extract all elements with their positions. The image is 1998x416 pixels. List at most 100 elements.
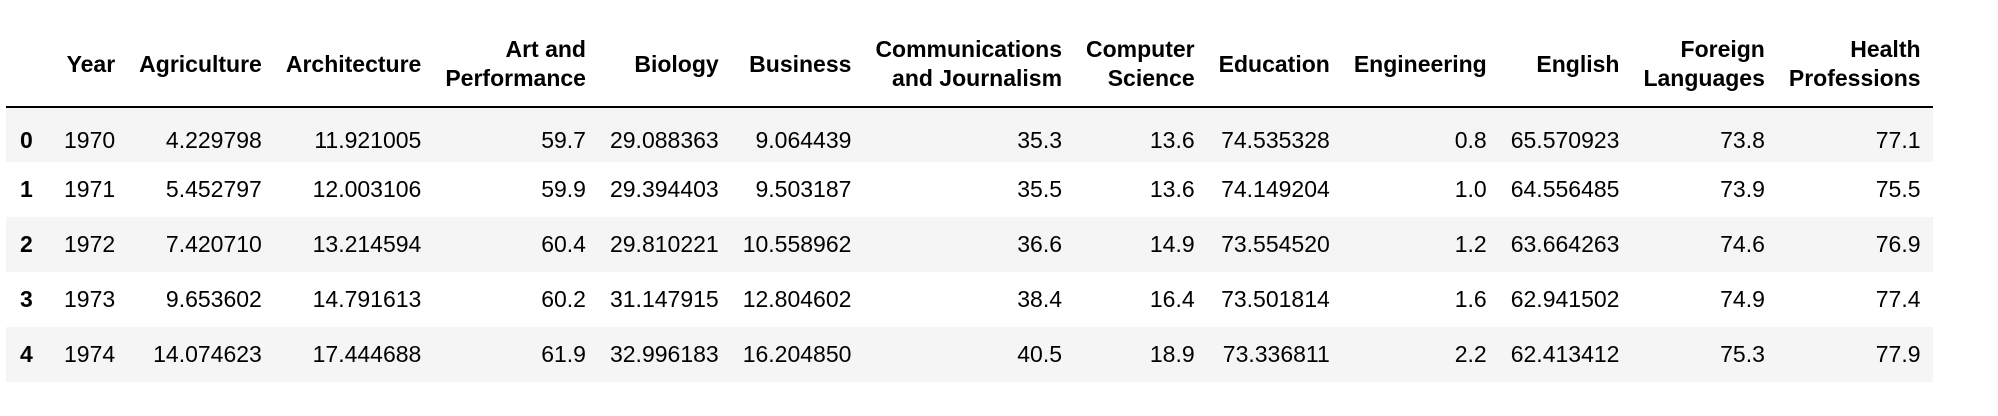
table-row: 0 1970 4.229798 11.921005 59.7 29.088363 9.064… [6,107,1933,162]
table-cell: 77.4 [1875,286,1921,312]
column-header: Foreign LanguagesForeignLanguages [1631,22,1777,108]
table-cell: 9.064439 [755,126,852,153]
table-cell: 73.336811 [1222,341,1330,367]
table-cell: 11.921005 [314,126,422,153]
column-header-line: Professions [1788,65,1921,91]
column-header: Health ProfessionsHealthProfessions [1776,22,1933,108]
table-cell: 77.1 [1875,126,1921,153]
column-header: BusinessBusiness [730,22,864,108]
table-cell: 1.2 [1454,231,1487,257]
column-header-line: Architecture [285,50,422,77]
row-index: 3 [20,286,33,312]
table-row: 3 1973 9.653602 14.791613 60.2 31.147915 12.80… [6,272,1933,327]
column-header: EngineeringEngineering [1341,22,1499,108]
table-cell: 63.664263 [1510,231,1620,257]
column-header-line: and Journalism [892,65,1063,91]
table-cell: 1974 [64,341,116,367]
table-cell: 29.394403 [609,176,719,202]
column-header: ArchitectureArchitecture [273,22,434,108]
column-header: BiologyBiology [597,22,731,108]
column-header-line: Business [749,50,852,77]
table-cell: 14.074623 [153,341,262,367]
table-cell: 31.147915 [609,286,719,312]
column-header: AgricultureAgriculture [127,22,274,108]
table-cell: 73.501814 [1221,286,1330,312]
table-cell: 5.452797 [165,176,262,202]
table-cell: 7.420710 [165,231,262,257]
table-cell: 1973 [64,286,116,312]
row-index: 1 [20,176,33,202]
table-cell: 64.556485 [1510,176,1620,202]
column-header-line: Year [66,50,116,77]
table-cell: 13.6 [1149,126,1195,153]
table-cell: 38.4 [1017,286,1063,312]
column-header: EducationEducation [1206,22,1342,108]
table-cell: 1.0 [1454,176,1487,202]
table-cell: 73.9 [1720,176,1765,202]
index-column-header [6,22,52,108]
table-cell: 74.535328 [1221,126,1330,153]
table-cell: 77.9 [1875,341,1921,367]
table-row: 1 1971 5.452797 12.003106 59.9 29.394403 9.503… [6,162,1933,217]
table-cell: 74.9 [1720,286,1765,312]
column-header-line: Engineering [1353,50,1487,77]
column-header-line: Foreign [1680,36,1765,62]
table-cell: 35.5 [1017,176,1063,202]
column-header-line: Languages [1643,65,1765,91]
table-cell: 60.4 [541,231,586,257]
table-cell: 1972 [64,231,116,257]
table-row: 2 1972 7.420710 13.214594 60.4 29.810221 10.55… [6,217,1933,272]
table-header: YearYearAgricultureAgricultureArchitectu… [6,22,1933,108]
table-cell: 59.7 [541,126,586,153]
header-row: YearYearAgricultureAgricultureArchitectu… [6,22,1933,108]
table-cell: 61.9 [541,341,586,367]
table-cell: 76.9 [1875,231,1921,257]
table-cell: 14.791613 [312,286,422,312]
table-cell: 13.214594 [312,231,422,257]
table-cell: 36.6 [1017,231,1063,257]
table-cell: 60.2 [541,286,586,312]
column-header: YearYear [52,22,128,108]
table-cell: 0.8 [1454,126,1487,153]
table-cell: 29.088363 [609,126,719,153]
table-body: 0 1970 4.229798 11.921005 59.7 29.088363 9.064… [6,107,1933,382]
table-cell: 75.3 [1720,341,1765,367]
table-cell: 73.8 [1720,126,1765,153]
table-cell: 2.2 [1454,341,1487,367]
column-header-line: Art and [505,36,586,62]
table-cell: 16.204850 [742,341,852,367]
column-header-line: Health [1850,36,1921,62]
table-cell: 74.6 [1720,231,1765,257]
column-header: Communications and JournalismCommunicati… [863,22,1075,108]
table-cell: 16.4 [1149,286,1195,312]
column-header-line: Communications [875,36,1063,62]
table-cell: 10.558962 [742,231,852,257]
column-header-line: Biology [634,50,719,77]
column-header-line: Science [1107,65,1195,91]
row-index: 4 [20,341,33,367]
table-cell: 14.9 [1149,231,1195,257]
table-cell: 75.5 [1875,176,1921,202]
dataframe-table: YearYearAgricultureAgricultureArchitectu… [6,22,1933,382]
table-cell: 4.229798 [165,126,262,153]
table-cell: 32.996183 [609,341,719,367]
table-cell: 9.503187 [755,176,852,202]
column-header: Computer ScienceComputerScience [1074,22,1207,108]
table-cell: 65.570923 [1510,126,1620,153]
column-header-line: Performance [445,65,586,91]
table-cell: 73.554520 [1221,231,1330,257]
table-cell: 17.444688 [312,341,422,367]
column-header: EnglishEnglish [1498,22,1632,108]
table-cell: 9.653602 [165,286,262,312]
table-cell: 74.149204 [1221,176,1330,202]
table-cell: 62.413412 [1510,341,1620,367]
table-cell: 40.5 [1017,341,1063,367]
table-cell: 1.6 [1454,286,1487,312]
column-header-line: Agriculture [139,50,262,77]
table-cell: 12.003106 [312,176,422,202]
table-cell: 29.810221 [609,231,719,257]
table-cell: 13.6 [1149,176,1195,202]
table-cell: 62.941502 [1510,286,1620,312]
